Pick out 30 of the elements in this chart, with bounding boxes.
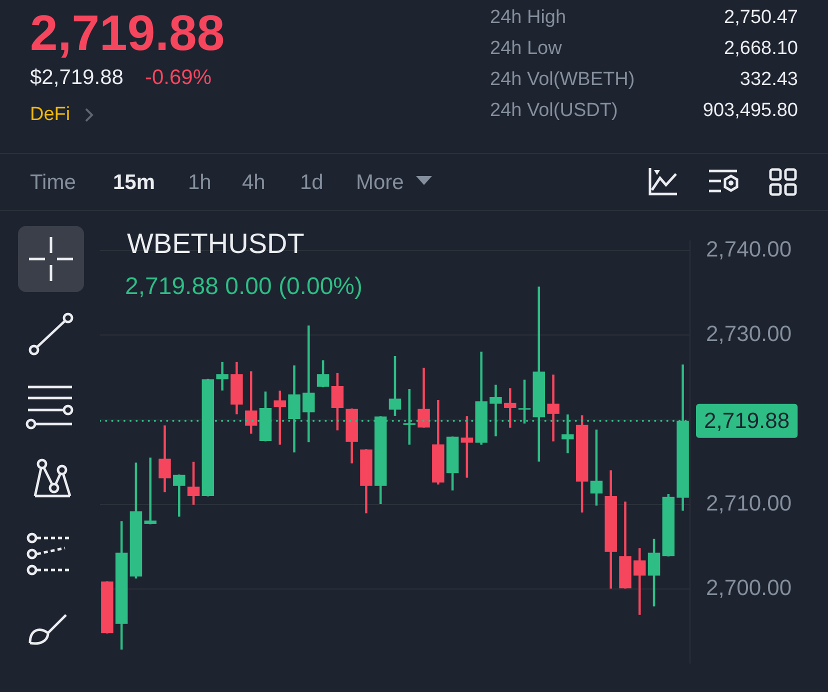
text: 4h (242, 171, 266, 194)
text: 1d (300, 171, 324, 194)
text: Time (30, 171, 76, 194)
text: 2,719.88 (30, 5, 225, 61)
candlestick (144, 458, 156, 524)
ref-line-label: 2,719.88 (704, 408, 790, 433)
text: 2,668.10 (724, 38, 798, 59)
text: More (356, 171, 404, 194)
y-tick-label: 2,740.00 (706, 236, 792, 262)
candlestick (547, 374, 560, 442)
y-tick-label: 2,730.00 (706, 321, 792, 346)
text: 332.43 (740, 69, 798, 90)
candlestick (504, 388, 516, 428)
text: 24h Vol(USDT) (490, 100, 618, 121)
text: 2,719.88 0.00 (0.00%) (125, 273, 363, 300)
text: DeFi (30, 104, 70, 125)
y-tick-label: 2,700.00 (706, 575, 792, 600)
text: 24h Vol(WBETH) (490, 69, 635, 90)
candlestick (216, 362, 228, 391)
y-tick-label: 2,710.00 (706, 490, 792, 516)
text: 24h High (490, 7, 566, 28)
candlestick (274, 390, 286, 445)
text: $2,719.88 (30, 66, 124, 89)
text: 2,750.47 (724, 7, 798, 28)
text: -0.69% (145, 66, 212, 89)
text: 24h Low (490, 38, 562, 59)
chart-title: WBETHUSDT (127, 228, 304, 259)
text: 15m (113, 171, 156, 194)
text: 903,495.80 (702, 100, 798, 121)
text: 1h (188, 171, 212, 194)
